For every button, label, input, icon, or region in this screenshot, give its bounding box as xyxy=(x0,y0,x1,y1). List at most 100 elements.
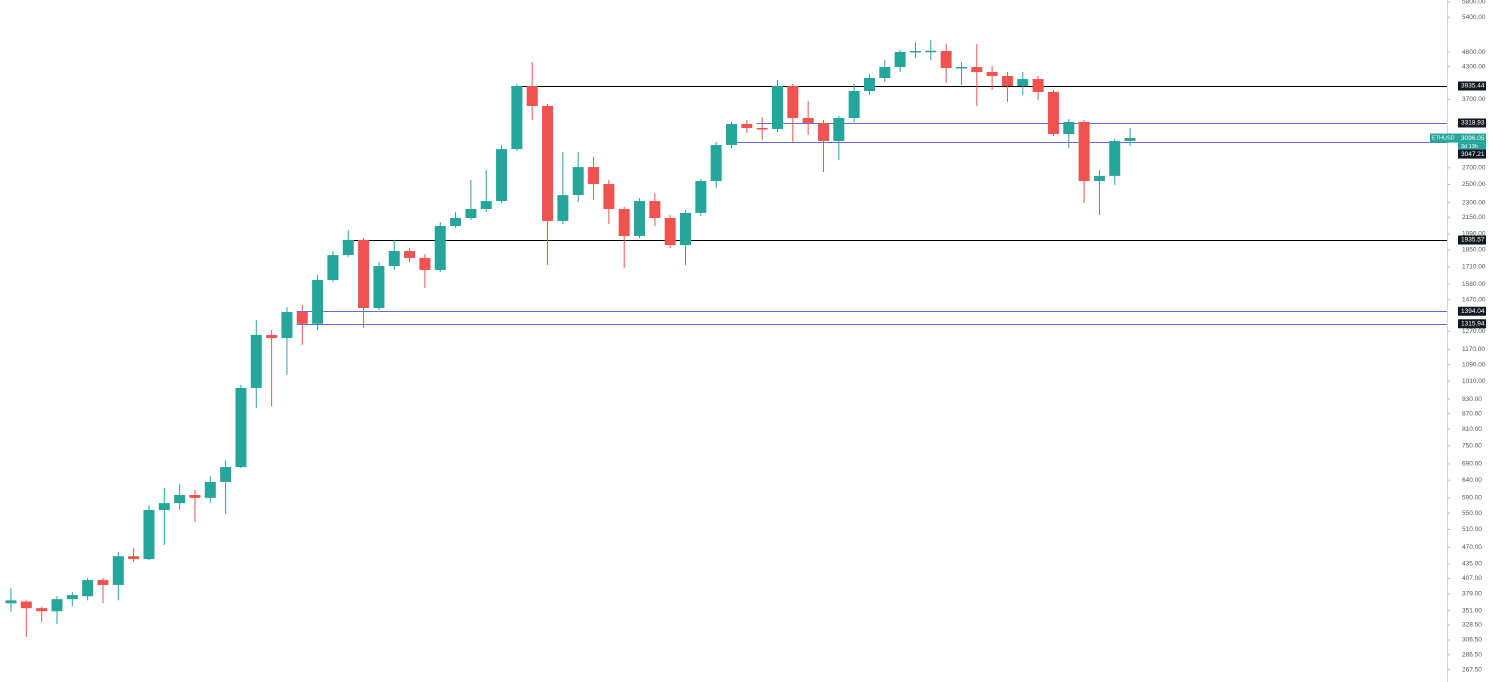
y-tick-label: 379.00 xyxy=(1462,591,1482,598)
candle-body xyxy=(863,78,875,91)
candle-body xyxy=(572,167,584,196)
candle-body xyxy=(741,123,753,129)
candle-body xyxy=(695,181,707,213)
candle-body xyxy=(1109,140,1121,176)
candle-body xyxy=(419,257,431,270)
y-tick-label: 640.00 xyxy=(1462,477,1482,484)
candle-body xyxy=(726,123,738,146)
candle-body xyxy=(480,201,492,209)
y-tick-label: 5800.00 xyxy=(1462,0,1486,6)
level-badge xyxy=(1458,319,1486,329)
candle-body xyxy=(557,195,569,221)
level-label: 3047.21 xyxy=(1461,151,1485,158)
candle-body xyxy=(174,494,186,504)
level-badge xyxy=(1458,118,1486,128)
y-tick-label: 1010.00 xyxy=(1462,378,1486,385)
candle-body xyxy=(710,145,722,182)
candle-body xyxy=(496,149,508,202)
candle-body xyxy=(542,105,554,221)
candle-body xyxy=(5,600,17,604)
candle-body xyxy=(327,255,339,280)
candle-body xyxy=(158,503,170,510)
y-tick-label: 690.00 xyxy=(1462,461,1482,468)
candle-body xyxy=(82,580,94,597)
candle-body xyxy=(358,239,370,309)
candle-body xyxy=(20,601,32,609)
candle-body xyxy=(250,334,262,388)
y-tick-label: 1710.00 xyxy=(1462,264,1486,271)
level-label: 1315.94 xyxy=(1461,320,1485,327)
level-badge xyxy=(1458,81,1486,91)
y-tick-label: 306.50 xyxy=(1462,637,1482,644)
candle-body xyxy=(1047,91,1059,135)
candle-body xyxy=(1032,79,1044,92)
candle-body xyxy=(235,387,247,468)
candle-body xyxy=(434,225,446,270)
candle-body xyxy=(97,580,109,585)
candle-body xyxy=(802,118,814,123)
y-tick-label: 4600.00 xyxy=(1462,49,1486,56)
y-tick-label: 510.00 xyxy=(1462,526,1482,533)
countdown-label: 3d 13h xyxy=(1461,144,1478,150)
candle-body xyxy=(128,556,140,560)
level-badge xyxy=(1458,235,1486,245)
y-tick-label: 407.00 xyxy=(1462,575,1482,582)
candle-body xyxy=(189,494,201,498)
last-price-label: 3096.05 xyxy=(1461,135,1485,142)
y-tick-label: 470.00 xyxy=(1462,544,1482,551)
candle-body xyxy=(787,86,799,119)
candle-body xyxy=(680,212,692,246)
candle-body xyxy=(664,218,676,246)
y-tick-label: 286.50 xyxy=(1462,651,1482,658)
candle-body xyxy=(833,118,845,141)
y-tick-label: 870.00 xyxy=(1462,410,1482,417)
candle-body xyxy=(772,86,783,130)
candle-body xyxy=(1001,76,1013,87)
candle-body xyxy=(634,201,646,236)
candle-body xyxy=(388,251,400,267)
candle-body xyxy=(955,66,967,69)
y-tick-label: 2500.00 xyxy=(1462,181,1486,188)
candle-body xyxy=(588,167,600,185)
candle-body xyxy=(465,208,477,219)
y-tick-label: 1170.00 xyxy=(1462,346,1485,353)
countdown-badge xyxy=(1458,142,1486,151)
candle-body xyxy=(266,334,278,339)
y-tick-label: 590.00 xyxy=(1462,495,1482,502)
candle-body xyxy=(1124,138,1136,141)
candle-body xyxy=(342,239,354,256)
candle-body xyxy=(511,86,523,150)
y-tick-label: 328.50 xyxy=(1462,622,1482,629)
symbol-label: ETHUSD xyxy=(1432,136,1455,142)
candle-body xyxy=(1078,121,1090,182)
candle-body xyxy=(450,218,462,226)
candle-body xyxy=(848,90,860,119)
candle-body xyxy=(404,251,416,258)
candle-body xyxy=(526,86,538,106)
candle-body xyxy=(817,122,829,141)
candle-body xyxy=(1017,79,1029,87)
candle-body xyxy=(940,51,952,68)
candle-body xyxy=(51,599,63,612)
y-tick-label: 351.00 xyxy=(1462,607,1482,614)
level-label: 3318.93 xyxy=(1461,120,1485,127)
level-label: 1394.04 xyxy=(1461,308,1485,315)
level-badge xyxy=(1458,306,1486,316)
candle-body xyxy=(618,208,630,236)
candle-body xyxy=(971,66,983,72)
y-tick-label: 810.00 xyxy=(1462,426,1482,433)
y-tick-label: 4300.00 xyxy=(1462,63,1486,70)
candle-body xyxy=(373,266,385,309)
y-tick-label: 3700.00 xyxy=(1462,96,1486,103)
y-tick-label: 2150.00 xyxy=(1462,214,1486,221)
y-tick-label: 1580.00 xyxy=(1462,281,1486,288)
candle-body xyxy=(312,279,324,324)
candle-body xyxy=(1063,121,1075,135)
y-tick-label: 267.50 xyxy=(1462,666,1482,673)
y-tick-label: 1090.00 xyxy=(1462,361,1486,368)
candle-body xyxy=(756,128,768,130)
candle-body xyxy=(909,51,921,53)
y-tick-label: 550.00 xyxy=(1462,510,1482,517)
